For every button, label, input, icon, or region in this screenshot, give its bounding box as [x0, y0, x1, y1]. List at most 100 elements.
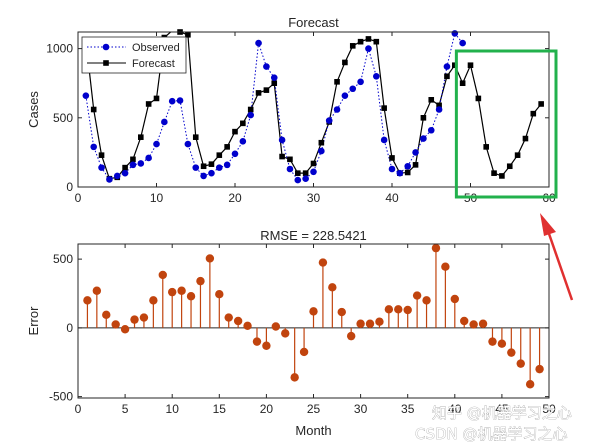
- observed-point: [270, 74, 278, 81]
- arrow-head: [540, 213, 556, 236]
- error-point: [149, 296, 158, 305]
- forecast-point: [428, 97, 435, 103]
- forecast-point: [185, 31, 191, 38]
- forecast-point: [389, 155, 395, 161]
- forecast-y-tick-label: 500: [53, 111, 73, 125]
- error-x-tick-label: 30: [354, 402, 368, 416]
- error-y-tick-label: 500: [53, 252, 73, 266]
- error-y-tick-labels: -500 0 500: [49, 252, 73, 404]
- forecast-title: Forecast: [288, 15, 339, 30]
- forecast-point: [208, 161, 215, 167]
- observed-point: [192, 164, 200, 171]
- error-x-tick-label: 40: [448, 402, 462, 416]
- forecast-point: [404, 169, 411, 176]
- observed-point: [216, 164, 223, 171]
- error-title: RMSE = 228.5421: [260, 228, 367, 243]
- observed-point: [278, 136, 286, 144]
- error-axes-frame: [77, 243, 550, 399]
- error-point: [488, 337, 497, 346]
- forecast-y-tick-label: 1000: [46, 42, 73, 56]
- forecast-point: [192, 134, 199, 140]
- observed-point: [333, 106, 341, 113]
- error-x-tick-label: 20: [260, 402, 274, 416]
- forecast-point: [506, 163, 513, 170]
- error-point: [375, 317, 384, 326]
- legend-observed-label: Observed: [132, 42, 180, 54]
- forecast-point: [310, 160, 317, 167]
- forecast-x-tick-label: 20: [228, 191, 242, 205]
- error-point: [318, 258, 328, 267]
- error-point: [262, 341, 271, 350]
- error-point: [102, 310, 111, 320]
- error-point: [111, 320, 120, 329]
- observed-point: [420, 135, 427, 142]
- forecast-y-tick-label: 0: [66, 180, 73, 194]
- forecast-point: [357, 38, 364, 45]
- observed-point: [286, 165, 294, 173]
- error-point: [281, 329, 290, 338]
- observed-point: [231, 150, 239, 158]
- error-point: [215, 289, 224, 299]
- forecast-point: [263, 87, 270, 93]
- error-point: [309, 307, 318, 316]
- observed-point: [168, 97, 176, 105]
- observed-point: [137, 160, 145, 167]
- error-point: [412, 291, 422, 300]
- legend-observed-marker: [102, 43, 110, 51]
- error-point: [356, 319, 365, 328]
- error-point: [384, 305, 394, 314]
- error-point: [535, 364, 544, 374]
- error-point: [394, 305, 403, 314]
- legend-box: [81, 36, 187, 74]
- forecast-point: [334, 79, 340, 85]
- observed-point: [318, 147, 325, 155]
- error-point: [196, 276, 205, 286]
- forecast-x-tick-label: 30: [307, 191, 321, 205]
- observed-point: [435, 106, 443, 113]
- forecast-axes-frame: [77, 31, 550, 188]
- observed-point: [412, 149, 419, 156]
- error-point: [158, 270, 167, 280]
- observed-point: [98, 164, 105, 171]
- forecast-x-tick-label: 0: [75, 191, 82, 205]
- error-point: [460, 316, 469, 326]
- observed-point: [176, 97, 184, 104]
- error-point: [271, 322, 281, 331]
- forecast-point: [342, 59, 348, 66]
- error-y-tick-label: 0: [66, 321, 73, 335]
- legend-forecast-marker: [103, 60, 109, 66]
- error-point: [507, 348, 516, 357]
- watermark-zhihu: 知乎 @机器学习之心: [432, 404, 572, 422]
- error-point: [525, 380, 535, 389]
- forecast-point: [247, 106, 254, 113]
- observed-point: [365, 45, 372, 52]
- error-point: [346, 331, 356, 341]
- error-point: [139, 313, 149, 322]
- forecast-point: [232, 128, 238, 135]
- observed-point: [184, 140, 192, 148]
- arrow-shaft: [545, 227, 574, 301]
- forecast-point: [467, 62, 474, 69]
- error-point: [243, 321, 252, 331]
- error-point: [252, 337, 262, 346]
- forecast-point: [224, 144, 230, 150]
- observed-point: [82, 92, 90, 99]
- forecast-point: [122, 164, 128, 171]
- observed-point: [325, 117, 333, 124]
- forecast-point: [436, 102, 442, 109]
- observed-point: [373, 72, 380, 80]
- error-point: [233, 316, 243, 326]
- forecast-y-axis-label: Cases: [26, 91, 41, 128]
- forecast-point: [302, 170, 309, 176]
- forecast-point: [318, 139, 325, 146]
- error-stems: [83, 243, 544, 389]
- error-point: [403, 305, 412, 315]
- observed-point: [121, 169, 129, 177]
- error-x-tick-label: 10: [166, 402, 180, 416]
- error-point: [469, 320, 478, 329]
- forecast-point: [412, 162, 419, 168]
- annotation-arrow: [540, 213, 574, 301]
- forecast-legend: Observed Forecast: [81, 36, 187, 74]
- error-x-tick-label: 50: [542, 402, 556, 416]
